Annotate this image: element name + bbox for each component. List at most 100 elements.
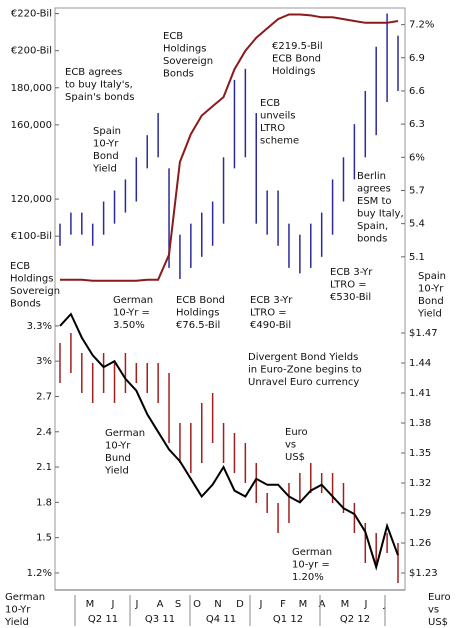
annotation: vs xyxy=(428,605,439,616)
annotation: LTRO = xyxy=(330,280,367,291)
annotation: Holdings xyxy=(176,308,219,319)
month-label: F xyxy=(280,599,286,610)
annotation: Yield xyxy=(92,164,117,175)
annotation: 10-yr = xyxy=(292,560,330,571)
annotation: Sovereign xyxy=(10,286,60,297)
y2-tick-label: 6.9 xyxy=(409,53,425,64)
annotation: Bond xyxy=(93,151,119,162)
annotation: Berlin xyxy=(357,171,386,182)
annotation: ESM to xyxy=(357,196,392,207)
y2-tick-label: 1.41 xyxy=(409,388,431,399)
annotation: Spain xyxy=(418,271,446,282)
y-tick-label: 3% xyxy=(36,356,52,367)
quarter-label: Q2 11 xyxy=(88,614,118,625)
annotation: scheme xyxy=(260,136,299,147)
annotation: 10-Yr xyxy=(93,139,119,150)
month-label: M xyxy=(299,599,308,610)
y-tick-label: 2.4 xyxy=(36,427,52,438)
annotation: €219.5-Bil xyxy=(272,41,323,52)
annotation: German xyxy=(105,428,145,439)
annotation: buy Italy, xyxy=(357,209,404,220)
annotation: Yield xyxy=(104,466,129,477)
annotation: Yield xyxy=(417,309,442,320)
quarter-label: Q3 11 xyxy=(145,614,175,625)
annotation: German xyxy=(292,547,332,558)
y2-tick-label: 7.2% xyxy=(409,20,434,31)
y2-tick-label: 6.3 xyxy=(409,119,425,130)
y-tick-label: 120,000 xyxy=(11,194,52,205)
month-label: J xyxy=(135,599,139,610)
annotation: LTRO = xyxy=(250,308,287,319)
annotation: Yield xyxy=(4,617,29,628)
annotation: Bond xyxy=(418,296,444,307)
quarter-label: Q2 12 xyxy=(340,614,370,625)
annotation: ECB Bond xyxy=(176,295,225,306)
y2-tick-label: 5.7 xyxy=(409,185,425,196)
y-tick-label: 160,000 xyxy=(11,120,52,131)
annotation: Sovereign xyxy=(163,56,213,67)
quarter-label: Q4 11 xyxy=(206,614,236,625)
annotation: Holdings xyxy=(10,274,53,285)
annotation: German xyxy=(113,295,153,306)
annotation: agrees xyxy=(357,184,391,195)
month-label: O xyxy=(193,599,201,610)
y2-tick-label: 1.29 xyxy=(409,508,431,519)
annotation: 10-Yr xyxy=(5,605,31,616)
annotation: €490-Bil xyxy=(250,320,291,331)
annotation: in Euro-Zone begins to xyxy=(248,365,362,376)
month-label: S xyxy=(175,599,181,610)
y2-tick-label: 5.4 xyxy=(409,219,425,230)
annotation: to buy Italy's, xyxy=(65,80,133,91)
annotation: Divergent Bond Yields xyxy=(248,352,358,363)
quarter-label: Q1 12 xyxy=(273,614,303,625)
annotation: German xyxy=(5,592,45,603)
month-label: N xyxy=(214,599,221,610)
y2-tick-label: $1.47 xyxy=(409,328,438,339)
y-tick-label: 1.5 xyxy=(36,533,52,544)
y2-tick-label: 5.1 xyxy=(409,252,425,263)
y2-tick-label: 1.32 xyxy=(409,478,431,489)
line xyxy=(60,13,399,282)
annotation: US$ xyxy=(428,617,448,628)
month-label: J xyxy=(364,599,368,610)
annotation: ECB xyxy=(10,261,30,272)
y-tick-label: 1.2% xyxy=(27,568,52,579)
annotation: Bonds xyxy=(10,299,41,310)
annotation: LTRO xyxy=(260,123,285,134)
annotation: ECB Bond xyxy=(272,54,321,65)
annotation: Spain xyxy=(93,126,121,137)
y2-tick-label: 6% xyxy=(409,152,425,163)
y-tick-label: 180,000 xyxy=(11,83,52,94)
annotation: unveils xyxy=(260,111,296,122)
month-label: J xyxy=(111,599,115,610)
annotation: 3.50% xyxy=(113,320,145,331)
month-label: D xyxy=(236,599,244,610)
y-tick-label: 1.8 xyxy=(36,497,52,508)
y-tick-label: 3.3% xyxy=(27,321,52,332)
annotation: Bund xyxy=(105,453,131,464)
y-tick-label: €220-Bil xyxy=(11,9,52,20)
line xyxy=(59,312,399,571)
y-tick-label: 2.1 xyxy=(36,462,52,473)
y2-tick-label: 1.38 xyxy=(409,418,431,429)
annotation: €530-Bil xyxy=(330,292,371,303)
annotation: Euro xyxy=(285,427,308,438)
annotation: Holdings xyxy=(163,44,206,55)
annotation: Unravel Euro currency xyxy=(248,377,359,388)
annotation: Spain, xyxy=(357,221,388,232)
annotation: US$ xyxy=(285,452,305,463)
annotation: Holdings xyxy=(272,66,315,77)
annotation: bonds xyxy=(357,234,387,245)
annotation: 10-Yr xyxy=(418,284,444,295)
annotation: Spain's bonds xyxy=(65,92,134,103)
annotation: ECB xyxy=(163,31,183,42)
month-label: M xyxy=(86,599,95,610)
annotation: ECB xyxy=(260,98,280,109)
month-label: M xyxy=(341,599,350,610)
month-label: A xyxy=(319,599,326,610)
y2-tick-label: $1.23 xyxy=(409,568,438,579)
annotation: ECB 3-Yr xyxy=(250,295,293,306)
annotation: 10-Yr = xyxy=(113,308,150,319)
